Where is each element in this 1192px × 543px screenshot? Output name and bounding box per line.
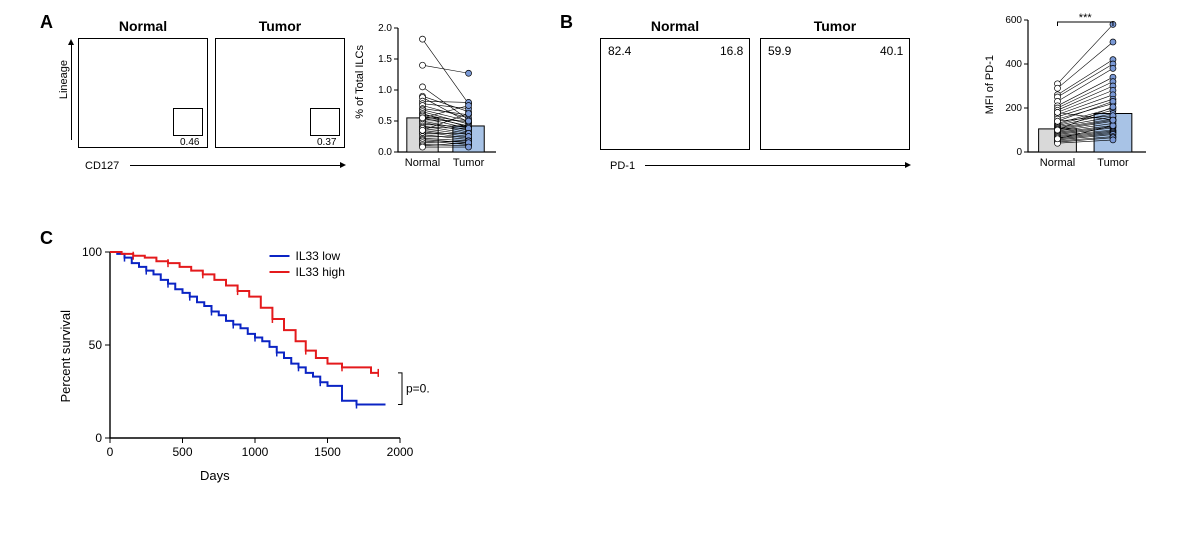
svg-text:1.5: 1.5: [378, 54, 392, 65]
svg-text:1500: 1500: [314, 445, 341, 459]
surv-c-yaxis: Percent survival: [58, 310, 73, 402]
svg-text:0.0: 0.0: [378, 147, 392, 158]
bar-chart-a: 0.0 0.5 1.0 1.5 2.0 Normal Tumor: [370, 14, 500, 174]
svg-text:600: 600: [1005, 15, 1022, 26]
gate-a-tumor: [310, 108, 340, 136]
svg-text:***: ***: [1079, 12, 1093, 24]
panel-a-label: A: [40, 12, 53, 33]
svg-text:2.0: 2.0: [378, 23, 392, 34]
svg-text:500: 500: [172, 445, 192, 459]
svg-text:100: 100: [82, 245, 102, 259]
svg-text:400: 400: [1005, 59, 1022, 70]
svg-text:IL33 low: IL33 low: [296, 249, 341, 263]
surv-c-xaxis: Days: [200, 468, 230, 483]
svg-text:1000: 1000: [242, 445, 269, 459]
svg-text:Tumor: Tumor: [1097, 157, 1129, 169]
bar-b-yaxis: MFI of PD-1: [984, 55, 996, 114]
facs-a-yaxis: Lineage: [58, 60, 70, 99]
hist-b-t-left: 59.9: [768, 44, 791, 58]
svg-text:IL33 high: IL33 high: [296, 265, 345, 279]
panel-b-label: B: [560, 12, 573, 33]
gate-val-a-normal: 0.46: [180, 137, 199, 148]
hist-b-t-right: 40.1: [880, 44, 903, 58]
hist-b-x-arrow: [645, 165, 905, 166]
svg-text:200: 200: [1005, 103, 1022, 114]
svg-text:Tumor: Tumor: [453, 157, 485, 169]
hist-b-xaxis: PD-1: [610, 160, 635, 172]
svg-text:0: 0: [107, 445, 114, 459]
panel-a-normal-title: Normal: [78, 18, 208, 34]
panel-b-tumor-title: Tumor: [760, 18, 910, 34]
panel-a-tumor-title: Tumor: [215, 18, 345, 34]
bar-a-yaxis: % of Total ILCs: [354, 45, 366, 119]
svg-text:1.0: 1.0: [378, 85, 392, 96]
gate-a-normal: [173, 108, 203, 136]
hist-b-n-right: 16.8: [720, 44, 743, 58]
svg-text:2000: 2000: [387, 445, 414, 459]
gate-val-a-tumor: 0.37: [317, 137, 336, 148]
facs-a-xaxis: CD127: [85, 160, 119, 172]
panel-c-label: C: [40, 228, 53, 249]
bar-chart-b: 0 200 400 600 Normal Tumor ***: [1000, 6, 1150, 174]
svg-text:p=0.0058**: p=0.0058**: [406, 382, 430, 396]
svg-text:0: 0: [1016, 147, 1022, 158]
svg-text:Normal: Normal: [405, 157, 440, 169]
svg-text:Normal: Normal: [1040, 157, 1075, 169]
svg-text:50: 50: [89, 338, 103, 352]
svg-text:0.5: 0.5: [378, 116, 392, 127]
facs-a-x-arrow: [130, 165, 340, 166]
survival-plot-c: 0501000500100015002000IL33 lowIL33 highp…: [70, 238, 430, 478]
svg-text:0: 0: [95, 431, 102, 445]
facs-a-y-arrow: [71, 45, 72, 140]
hist-b-n-left: 82.4: [608, 44, 631, 58]
panel-b-normal-title: Normal: [600, 18, 750, 34]
